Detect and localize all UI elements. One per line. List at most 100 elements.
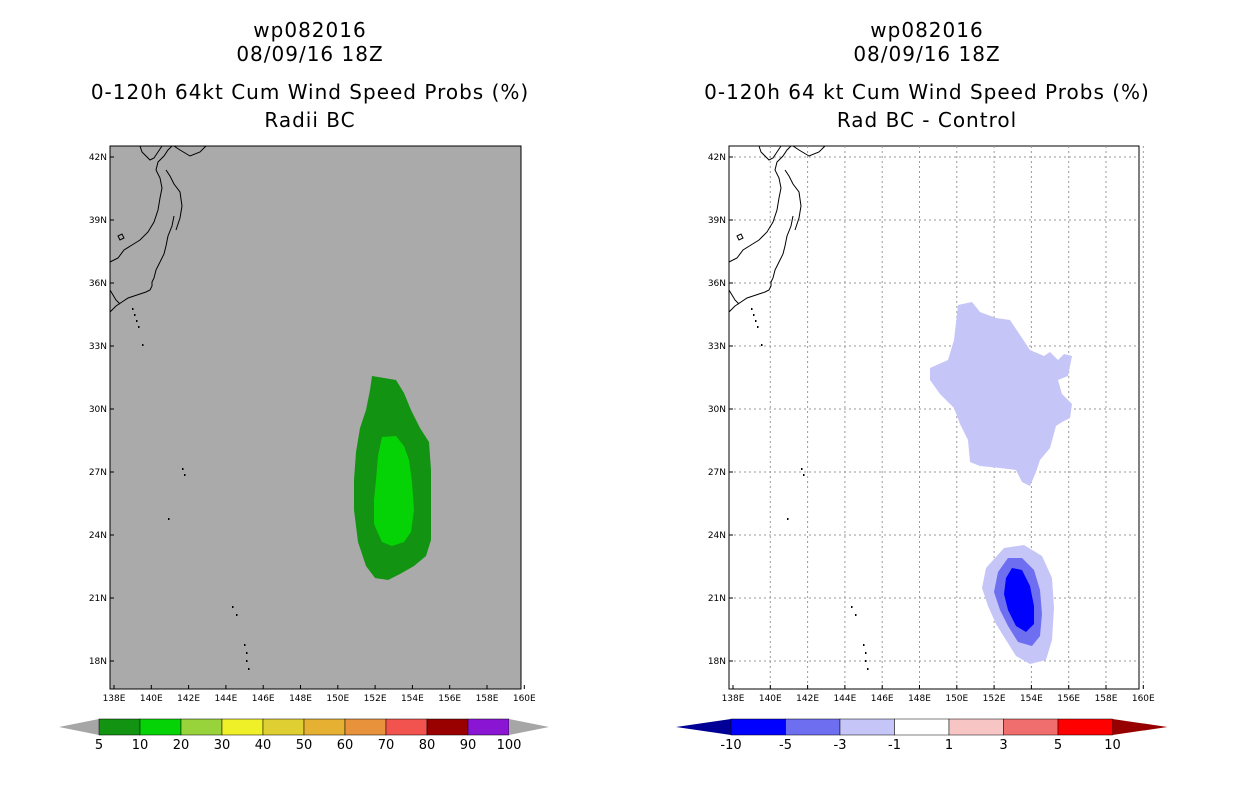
island <box>244 644 246 646</box>
lon-tick-label: 156E <box>1057 694 1080 704</box>
lat-tick-label: 36N <box>89 279 107 289</box>
colorbar-segment <box>303 718 346 736</box>
island <box>142 344 144 346</box>
lat-tick-label: 24N <box>89 531 107 541</box>
right-datetime: 08/09/16 18Z <box>853 42 1001 66</box>
lat-tick-label: 21N <box>89 594 107 604</box>
colorbar-label: 3 <box>999 738 1007 753</box>
island <box>246 660 248 662</box>
colorbar-label: 80 <box>419 738 436 753</box>
lon-tick-label: 148E <box>289 694 312 704</box>
lat-tick-label: 33N <box>89 342 107 352</box>
colorbar-label: 5 <box>1054 738 1062 753</box>
colorbar-segment <box>98 718 141 736</box>
island <box>787 518 789 520</box>
colorbar-over-arrow <box>1112 719 1168 735</box>
lat-tick-label: 30N <box>89 405 107 415</box>
lat-tick-label: 18N <box>708 657 726 667</box>
lon-tick-label: 152E <box>983 694 1006 704</box>
island <box>136 320 138 322</box>
right-diff-region-north <box>930 302 1072 486</box>
colorbar-segment <box>785 718 841 736</box>
lon-tick-label: 142E <box>177 694 200 704</box>
lon-tick-label: 140E <box>140 694 163 704</box>
colorbar-segment <box>1057 718 1113 736</box>
island <box>855 614 857 616</box>
lon-tick-label: 150E <box>945 694 968 704</box>
lon-tick-label: 144E <box>833 694 856 704</box>
colorbar-label: 60 <box>337 738 354 753</box>
colorbar-label: 10 <box>1104 738 1121 753</box>
island <box>232 606 234 608</box>
island <box>248 668 250 670</box>
colorbar-under-arrow <box>676 719 731 735</box>
left-title-block: wp082016 08/09/16 18Z 0-120h 64kt Cum Wi… <box>50 18 570 132</box>
lon-tick-label: 154E <box>401 694 424 704</box>
left-prob-region-inner <box>374 436 414 546</box>
right-subtitle: Rad BC - Control <box>836 108 1018 132</box>
colorbar-segment <box>180 718 223 736</box>
colorbar-label: 100 <box>497 738 522 753</box>
colorbar-label: 30 <box>214 738 231 753</box>
coast-segment <box>792 145 826 157</box>
left-subtitle: Radii BC <box>264 108 356 132</box>
left-datetime: 08/09/16 18Z <box>236 42 384 66</box>
island <box>755 320 757 322</box>
lat-tick-label: 18N <box>89 657 107 667</box>
coast-segment <box>117 233 125 241</box>
lon-tick-label: 148E <box>908 694 931 704</box>
lon-tick-label: 158E <box>1095 694 1118 704</box>
coast-segment <box>109 145 173 263</box>
colorbar-label: 50 <box>296 738 313 753</box>
colorbar-label: -10 <box>720 738 741 753</box>
coast-segment <box>109 289 121 305</box>
left-coastline <box>109 145 250 670</box>
colorbar-segment <box>262 718 305 736</box>
lon-tick-label: 146E <box>252 694 275 704</box>
lon-tick-label: 138E <box>103 694 126 704</box>
island <box>138 326 140 328</box>
colorbar-segment <box>426 718 469 736</box>
right-storm-id: wp082016 <box>870 18 984 42</box>
colorbar-segment <box>221 718 264 736</box>
colorbar-label: -5 <box>779 738 792 753</box>
coast-segment <box>728 145 792 263</box>
colorbar-label: -3 <box>834 738 847 753</box>
lon-tick-label: 140E <box>759 694 782 704</box>
colorbar-segment <box>1003 718 1059 736</box>
colorbar-segment <box>839 718 895 736</box>
island <box>851 606 853 608</box>
coast-segment <box>736 233 744 241</box>
colorbar-over-arrow <box>509 719 549 735</box>
colorbar-label: 40 <box>255 738 272 753</box>
coast-segment <box>758 145 782 161</box>
island <box>168 518 170 520</box>
lon-tick-label: 156E <box>438 694 461 704</box>
lat-tick-label: 24N <box>708 531 726 541</box>
lat-tick-label: 27N <box>89 468 107 478</box>
right-diff-region-south-dark <box>1004 568 1034 632</box>
island <box>801 468 803 470</box>
lon-tick-label: 160E <box>1132 694 1155 704</box>
island <box>751 308 753 310</box>
colorbar-segment <box>894 718 950 736</box>
right-map-gridlines <box>729 146 1144 689</box>
island <box>134 314 136 316</box>
left-title: 0-120h 64kt Cum Wind Speed Probs (%) <box>90 80 530 104</box>
lon-tick-label: 142E <box>796 694 819 704</box>
island <box>753 314 755 316</box>
colorbar-segment <box>730 718 786 736</box>
colorbar-label: 70 <box>378 738 395 753</box>
lat-tick-label: 39N <box>708 216 726 226</box>
colorbar-segment <box>385 718 428 736</box>
lon-tick-label: 158E <box>476 694 499 704</box>
island <box>865 660 867 662</box>
lat-tick-label: 39N <box>89 216 107 226</box>
lon-tick-label: 144E <box>214 694 237 704</box>
colorbar-label: 10 <box>132 738 149 753</box>
lat-tick-label: 27N <box>708 468 726 478</box>
lon-tick-label: 160E <box>513 694 536 704</box>
lon-tick-label: 152E <box>364 694 387 704</box>
lat-tick-label: 21N <box>708 594 726 604</box>
lat-tick-label: 42N <box>708 153 726 163</box>
